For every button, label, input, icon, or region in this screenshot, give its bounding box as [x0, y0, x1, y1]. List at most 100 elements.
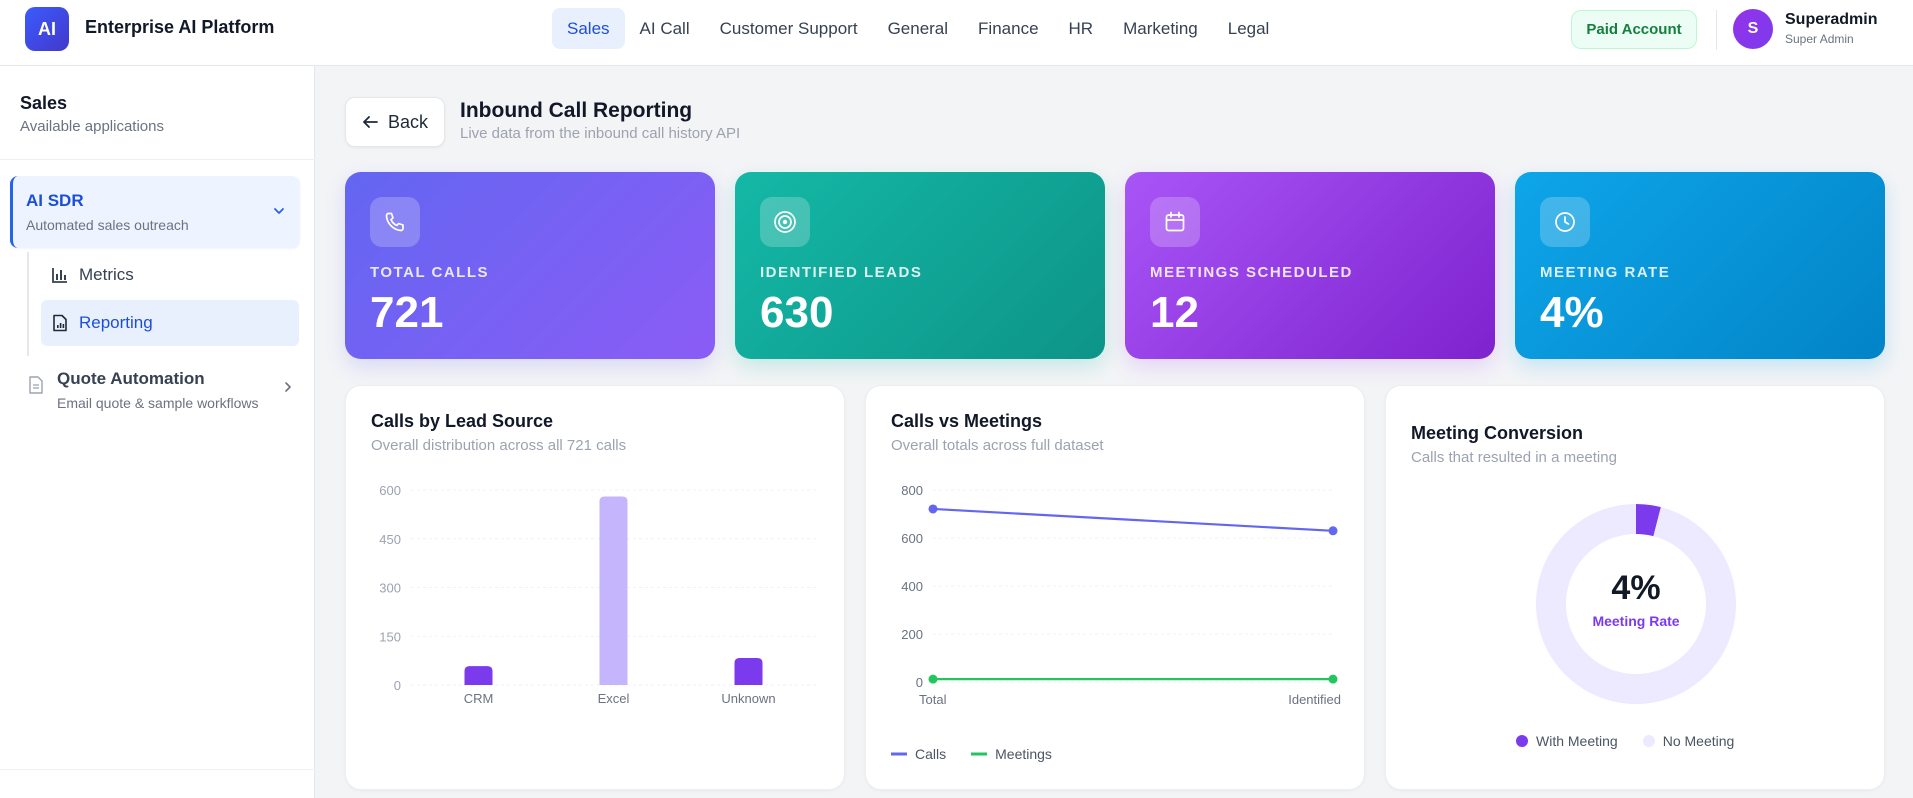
nav-item-general[interactable]: General: [887, 18, 949, 38]
y-tick-label: 0: [916, 675, 923, 690]
bar-chart: 0 150 300 450 600 CRM Excel Unknown: [379, 483, 816, 706]
bar: [734, 658, 763, 685]
stat-label: TOTAL CALLS: [370, 264, 489, 281]
legend-dot-icon: [1516, 735, 1528, 747]
stat-label: MEETING RATE: [1540, 264, 1671, 281]
sidebar-item-label: Reporting: [79, 313, 153, 332]
donut-legend: With Meeting No Meeting: [1516, 733, 1734, 749]
y-tick-label: 0: [394, 678, 401, 693]
sidebar-app-title: AI SDR: [26, 191, 84, 210]
chevron-right-icon[interactable]: [282, 381, 294, 393]
chart-card-lead-source: Calls by Lead Source Overall distributio…: [345, 385, 845, 790]
stat-card-meetings-scheduled: MEETINGS SCHEDULED 12: [1125, 172, 1495, 359]
x-tick-label: Total: [919, 692, 947, 707]
sidebar-subtitle: Available applications: [20, 118, 164, 135]
sidebar-app-title: Quote Automation: [57, 369, 205, 388]
data-point: [928, 674, 938, 684]
chart-card-calls-vs-meetings: Calls vs Meetings Overall totals across …: [865, 385, 1365, 790]
nav-item-ai-call[interactable]: AI Call: [639, 18, 690, 38]
nav-item-marketing[interactable]: Marketing: [1123, 18, 1198, 38]
page-subtitle: Live data from the inbound call history …: [460, 125, 741, 142]
donut-center-value: 4%: [1611, 569, 1661, 607]
x-tick-label: CRM: [464, 691, 494, 706]
chart-title: Calls by Lead Source: [371, 411, 554, 431]
stat-label: IDENTIFIED LEADS: [760, 264, 923, 281]
y-tick-label: 600: [901, 531, 923, 546]
line-chart: 0 200 400 600 800 Total Identified: [901, 483, 1341, 707]
nav-item-customer-support[interactable]: Customer Support: [719, 18, 858, 38]
y-tick-label: 400: [901, 579, 923, 594]
sidebar-item-reporting[interactable]: Reporting: [41, 300, 299, 346]
calendar-icon: [1150, 197, 1200, 247]
user-role: Super Admin: [1785, 32, 1854, 46]
chevron-down-icon[interactable]: [272, 204, 286, 218]
stat-value: 4%: [1540, 288, 1604, 337]
chart-subtitle: Overall distribution across all 721 call…: [371, 437, 627, 454]
y-tick-label: 800: [901, 483, 923, 498]
back-button[interactable]: Back: [345, 97, 445, 147]
legend-label: With Meeting: [1536, 733, 1618, 749]
clock-icon: [1540, 197, 1590, 247]
sidebar-app-subtitle: Automated sales outreach: [26, 217, 189, 233]
nav-item-legal[interactable]: Legal: [1227, 18, 1270, 38]
chart-title: Calls vs Meetings: [891, 411, 1043, 431]
legend-label: No Meeting: [1662, 733, 1735, 749]
top-bar: AI Enterprise AI Platform Sales AI Call …: [0, 0, 1913, 66]
legend-item-no-meeting[interactable]: No Meeting: [1642, 733, 1735, 749]
main-nav: Sales AI Call Customer Support General F…: [552, 8, 1284, 49]
back-label: Back: [387, 111, 429, 132]
sidebar-item-metrics[interactable]: Metrics: [41, 252, 299, 298]
stat-card-total-calls: TOTAL CALLS 721: [345, 172, 715, 359]
chart-subtitle: Calls that resulted in a meeting: [1411, 449, 1617, 466]
stat-value: 12: [1150, 288, 1199, 337]
legend-line-icon: [971, 752, 988, 756]
legend-line-icon: [891, 752, 907, 756]
sidebar-tree-line: [27, 252, 29, 356]
chart-subtitle: Overall totals across full dataset: [891, 437, 1104, 454]
y-tick-label: 450: [379, 532, 401, 547]
stat-value: 721: [370, 288, 444, 337]
series-line: [932, 507, 1334, 532]
stat-label: MEETINGS SCHEDULED: [1150, 264, 1353, 281]
user-name[interactable]: Superadmin: [1785, 11, 1878, 28]
y-tick-label: 600: [379, 483, 401, 498]
chart-title: Meeting Conversion: [1411, 423, 1584, 443]
sidebar-bottom-divider: [0, 769, 315, 770]
donut-slice: [1636, 504, 1661, 537]
legend-item-with-meeting[interactable]: With Meeting: [1516, 733, 1618, 749]
nav-item-finance[interactable]: Finance: [978, 18, 1039, 38]
nav-item-sales[interactable]: Sales: [552, 8, 625, 49]
stat-card-identified-leads: IDENTIFIED LEADS 630: [735, 172, 1105, 359]
paid-account-badge: Paid Account: [1571, 10, 1697, 49]
sidebar-title: Sales: [20, 93, 68, 113]
donut-slice: [1536, 504, 1736, 704]
y-tick-label: 300: [379, 581, 401, 596]
data-point: [1328, 526, 1338, 536]
app-logo[interactable]: AI: [25, 7, 69, 51]
target-icon: [760, 197, 810, 247]
stat-card-meeting-rate: MEETING RATE 4%: [1515, 172, 1885, 359]
arrow-left-icon: [363, 116, 378, 128]
stat-value: 630: [760, 288, 834, 337]
legend-item-meetings[interactable]: Meetings: [971, 746, 1052, 762]
phone-icon: [370, 197, 420, 247]
legend-label: Calls: [915, 746, 947, 762]
y-tick-label: 150: [379, 629, 401, 644]
data-point: [928, 504, 938, 514]
avatar[interactable]: S: [1733, 9, 1773, 49]
sidebar-app-ai-sdr[interactable]: AI SDR Automated sales outreach: [10, 176, 300, 248]
header-divider: [1716, 10, 1717, 50]
donut-chart: [1536, 504, 1736, 704]
y-tick-label: 200: [901, 627, 923, 642]
x-tick-label: Excel: [598, 691, 630, 706]
legend-dot-icon: [1642, 735, 1655, 747]
nav-item-hr[interactable]: HR: [1068, 18, 1094, 38]
brand-name: Enterprise AI Platform: [85, 17, 275, 37]
donut-center-label: Meeting Rate: [1592, 613, 1680, 629]
data-point: [1328, 674, 1338, 684]
report-icon: [53, 314, 67, 332]
legend-item-calls[interactable]: Calls: [891, 746, 946, 762]
sidebar-app-quote-automation[interactable]: Quote Automation Email quote & sample wo…: [20, 356, 300, 416]
sidebar-app-subtitle: Email quote & sample workflows: [57, 395, 259, 411]
line-legend: Calls Meetings: [891, 746, 1052, 762]
